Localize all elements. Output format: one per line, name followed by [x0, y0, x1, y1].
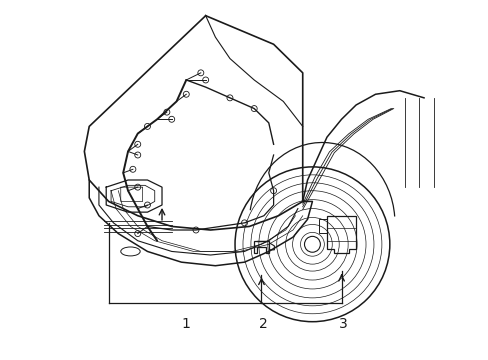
Text: 3: 3: [339, 317, 347, 331]
Text: 1: 1: [182, 317, 190, 331]
Text: 2: 2: [259, 317, 267, 331]
